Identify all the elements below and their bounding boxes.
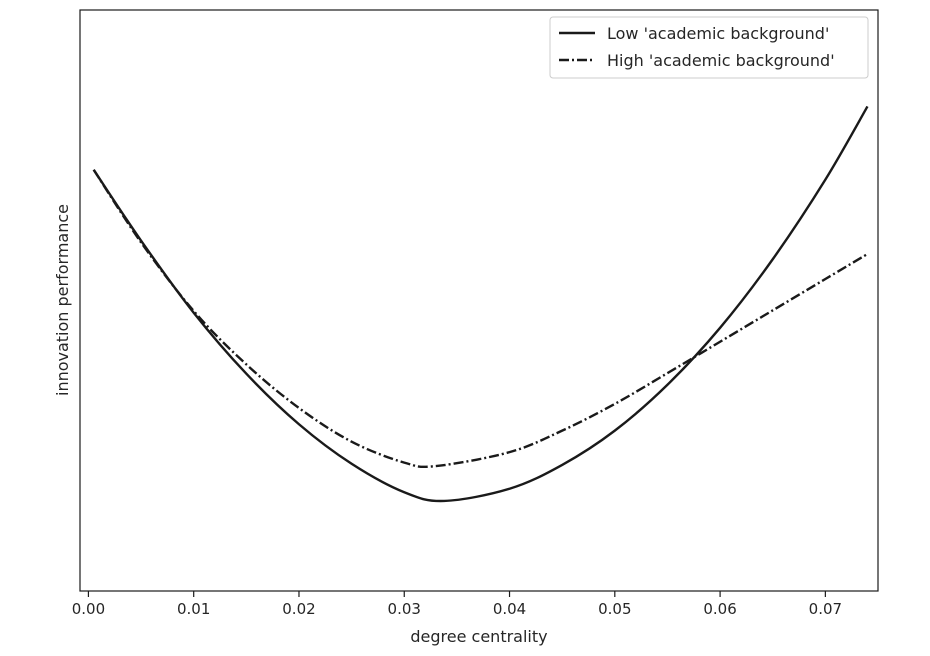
series-lines — [92, 105, 869, 503]
x-tick-label: 0.00 — [72, 600, 105, 618]
x-axis-ticks: 0.00 0.01 0.02 0.03 0.04 0.05 0.06 0.07 — [72, 591, 842, 618]
series-line-high — [92, 169, 869, 469]
plot-frame — [79, 9, 879, 592]
x-tick-label: 0.01 — [177, 600, 210, 618]
legend-label-high: High 'academic background' — [607, 51, 835, 70]
x-axis-label: degree centrality — [410, 627, 547, 646]
legend-label-low: Low 'academic background' — [607, 24, 829, 43]
x-tick-label: 0.07 — [809, 600, 842, 618]
y-axis-label: innovation performance — [53, 204, 72, 396]
legend: Low 'academic background' High 'academic… — [549, 16, 869, 79]
series-line-low — [92, 105, 869, 503]
x-tick-label: 0.05 — [598, 600, 631, 618]
x-tick-label: 0.02 — [282, 600, 315, 618]
x-tick-label: 0.06 — [703, 600, 736, 618]
legend-box — [549, 16, 869, 79]
x-tick-label: 0.04 — [493, 600, 526, 618]
x-tick-label: 0.03 — [388, 600, 421, 618]
